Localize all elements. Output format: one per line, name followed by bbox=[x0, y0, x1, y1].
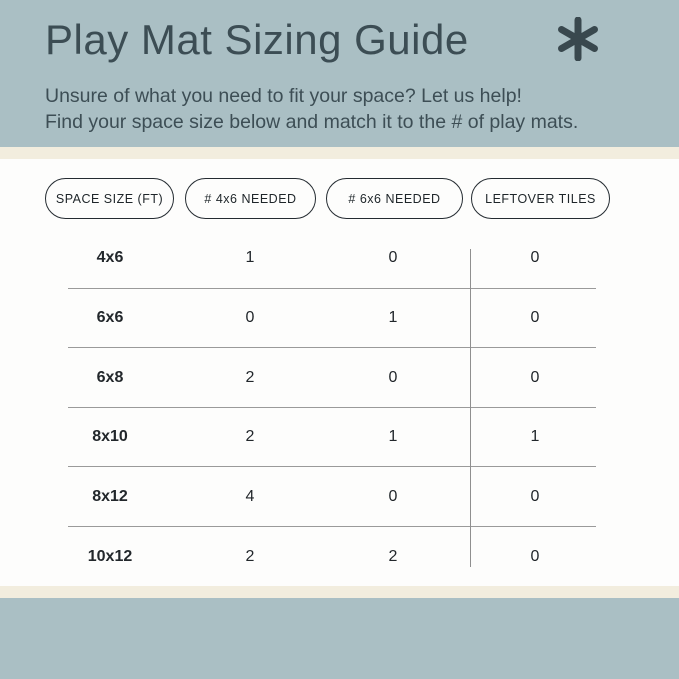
footer-band: → All size measurement are in feet @LITT… bbox=[0, 598, 679, 679]
row-divider bbox=[68, 407, 596, 408]
asterisk-icon bbox=[556, 16, 600, 62]
table-row: 10x12 2 2 0 bbox=[0, 527, 679, 587]
cell-leftover-tiles: 0 bbox=[530, 249, 540, 266]
column-header-4x6-needed: # 4x6 NEEDED bbox=[185, 178, 316, 219]
subtitle-line-1: Unsure of what you need to fit your spac… bbox=[45, 85, 522, 107]
row-divider bbox=[68, 288, 596, 289]
cell-space-size: 10x12 bbox=[87, 548, 133, 565]
cell-leftover-tiles: 1 bbox=[530, 428, 540, 445]
table-row: 8x10 2 1 1 bbox=[0, 407, 679, 467]
cell-6x6-needed: 0 bbox=[388, 488, 398, 505]
cell-4x6-needed: 0 bbox=[245, 309, 255, 326]
table-row: 6x8 2 0 0 bbox=[0, 348, 679, 408]
row-divider bbox=[68, 526, 596, 527]
cell-4x6-needed: 2 bbox=[245, 428, 255, 445]
cell-leftover-tiles: 0 bbox=[530, 309, 540, 326]
cell-6x6-needed: 2 bbox=[388, 548, 398, 565]
subtitle: Unsure of what you need to fit your spac… bbox=[45, 83, 645, 135]
cell-space-size: 8x12 bbox=[92, 488, 128, 505]
cell-4x6-needed: 2 bbox=[245, 548, 255, 565]
cell-leftover-tiles: 0 bbox=[530, 369, 540, 386]
subtitle-line-2: Find your space size below and match it … bbox=[45, 111, 579, 133]
column-header-leftover-tiles: LEFTOVER TILES bbox=[471, 178, 610, 219]
page-title: Play Mat Sizing Guide bbox=[45, 16, 469, 63]
cream-divider-top bbox=[0, 147, 679, 159]
cell-4x6-needed: 4 bbox=[245, 488, 255, 505]
cell-space-size: 4x6 bbox=[96, 249, 124, 266]
cell-space-size: 6x6 bbox=[96, 309, 124, 326]
table-row: 6x6 0 1 0 bbox=[0, 288, 679, 348]
cell-4x6-needed: 2 bbox=[245, 369, 255, 386]
cell-leftover-tiles: 0 bbox=[530, 548, 540, 565]
row-divider bbox=[68, 466, 596, 467]
column-header-space-size: SPACE SIZE (FT) bbox=[45, 178, 174, 219]
cell-6x6-needed: 1 bbox=[388, 428, 398, 445]
cell-6x6-needed: 0 bbox=[388, 249, 398, 266]
cream-divider-bottom bbox=[0, 586, 679, 598]
header-band: Play Mat Sizing Guide Unsure of what you… bbox=[0, 0, 679, 147]
cell-space-size: 6x8 bbox=[96, 369, 124, 386]
table-row: 8x12 4 0 0 bbox=[0, 467, 679, 527]
column-header-6x6-needed: # 6x6 NEEDED bbox=[326, 178, 463, 219]
cell-6x6-needed: 1 bbox=[388, 309, 398, 326]
cell-space-size: 8x10 bbox=[92, 428, 128, 445]
cell-6x6-needed: 0 bbox=[388, 369, 398, 386]
column-divider bbox=[470, 249, 471, 567]
cell-leftover-tiles: 0 bbox=[530, 488, 540, 505]
table-row: 4x6 1 0 0 bbox=[0, 228, 679, 288]
cell-4x6-needed: 1 bbox=[245, 249, 255, 266]
row-divider bbox=[68, 347, 596, 348]
